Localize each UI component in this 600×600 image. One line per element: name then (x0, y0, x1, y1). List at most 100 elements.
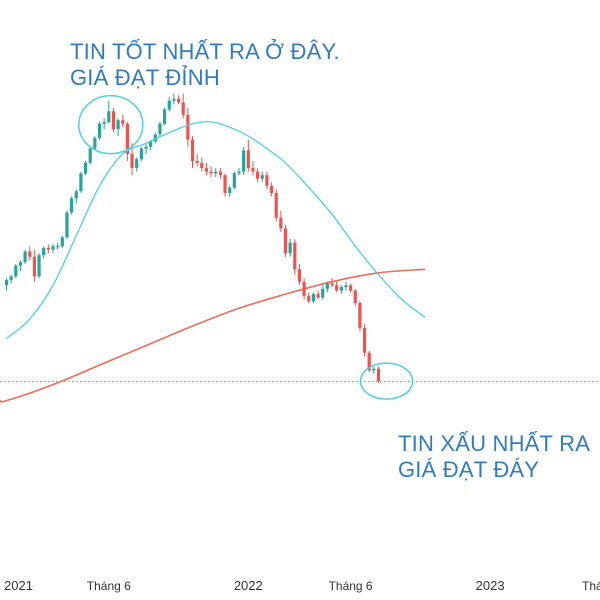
candle-up (339, 285, 343, 295)
candle-down (367, 350, 371, 373)
candle-down (209, 166, 213, 177)
candle-body (246, 150, 250, 169)
candle-body (65, 212, 69, 238)
annotation-circles-layer (78, 94, 414, 400)
candle-body (130, 153, 134, 169)
candle-body (242, 150, 246, 172)
candle-body (102, 121, 106, 124)
candle-body (214, 171, 218, 174)
candle-down (297, 263, 302, 286)
short-moving-average-line (6, 121, 426, 340)
candle-down (190, 136, 195, 169)
candle-body (176, 98, 181, 103)
candle-up (4, 278, 9, 291)
candle-up (79, 171, 83, 193)
candle-body (190, 139, 195, 161)
bottom-annotation-line-2: GIÁ ĐẠT ĐÁY (398, 457, 540, 482)
candle-body (79, 173, 83, 192)
bottom-annotation-line-1: TIN XẤU NHẤT RA (398, 431, 591, 456)
candle-body (153, 134, 157, 142)
candle-body (116, 120, 120, 130)
candle-up (228, 185, 232, 197)
x-tick-label: 2022 (234, 578, 263, 593)
candle-body (14, 265, 18, 277)
candle-down (46, 244, 50, 254)
candle-down (279, 210, 283, 232)
candle-up (135, 157, 139, 172)
candle-up (158, 121, 162, 137)
x-tick-label: Thá (582, 579, 600, 593)
candles-layer (4, 93, 381, 383)
candle-body (37, 255, 41, 277)
bottom-highlight-circle (359, 362, 414, 400)
candle-down (269, 182, 274, 197)
candle-body (353, 290, 357, 303)
candle-body (172, 98, 176, 101)
candle-down (316, 290, 320, 300)
candle-down (223, 173, 227, 197)
candle-body (265, 175, 269, 186)
candle-up (163, 107, 167, 126)
candle-up (260, 171, 264, 183)
top-annotation: TIN TỐT NHẤT RA Ở ĐÂY. GIÁ ĐẠT ĐỈNH (70, 39, 340, 91)
candle-up (74, 189, 78, 204)
candle-body (60, 237, 64, 247)
candle-body (70, 198, 74, 213)
candle-down (204, 162, 209, 176)
candle-down (349, 283, 353, 293)
candle-body (167, 100, 171, 110)
candle-up (51, 244, 55, 254)
candle-down (256, 168, 260, 183)
candle-down (181, 93, 185, 119)
candle-body (376, 368, 381, 382)
candle-body (349, 285, 353, 291)
candle-body (339, 287, 343, 291)
long-moving-average-layer (0, 268, 426, 403)
candle-down (330, 278, 334, 288)
candle-up (65, 210, 69, 240)
candle-up (107, 100, 111, 124)
candle-body (344, 285, 348, 288)
candle-down (362, 324, 367, 357)
candle-body (302, 281, 306, 296)
candle-body (367, 352, 371, 371)
candle-body (56, 246, 60, 248)
candle-body (23, 251, 27, 263)
candle-down (28, 246, 32, 261)
candle-up (83, 161, 88, 176)
candle-body (42, 247, 46, 256)
time-axis: 2021 Tháng 6 2022 Tháng 6 2023 Thá (4, 578, 600, 593)
x-tick-label: 2021 (4, 578, 33, 593)
candle-body (358, 303, 362, 328)
candle-body (260, 175, 264, 179)
candle-up (344, 281, 348, 291)
candle-body (139, 148, 143, 160)
candle-body (228, 187, 232, 193)
candle-body (288, 242, 292, 254)
candle-up (321, 285, 325, 300)
candle-down (121, 114, 125, 128)
candle-body (9, 276, 13, 280)
candle-body (330, 283, 334, 286)
candle-up (242, 146, 246, 176)
top-annotation-line-1: TIN TỐT NHẤT RA Ở ĐÂY. (70, 39, 340, 64)
candle-body (237, 171, 241, 174)
candle-body (93, 137, 97, 149)
candle-down (32, 249, 36, 282)
candle-up (325, 281, 329, 293)
candle-body (32, 256, 36, 277)
candle-body (321, 288, 325, 298)
candle-down (358, 301, 362, 332)
candle-up (288, 239, 292, 257)
candle-down (293, 239, 297, 275)
candle-body (107, 111, 111, 122)
x-tick-label: 2023 (476, 578, 505, 593)
candle-body (316, 294, 320, 298)
candle-down (283, 224, 288, 257)
candle-down (302, 278, 306, 300)
candle-down (274, 189, 278, 222)
candle-body (51, 246, 55, 250)
candle-body (144, 146, 148, 149)
candle-down (353, 288, 357, 307)
x-tick-label: Tháng 6 (329, 579, 373, 593)
